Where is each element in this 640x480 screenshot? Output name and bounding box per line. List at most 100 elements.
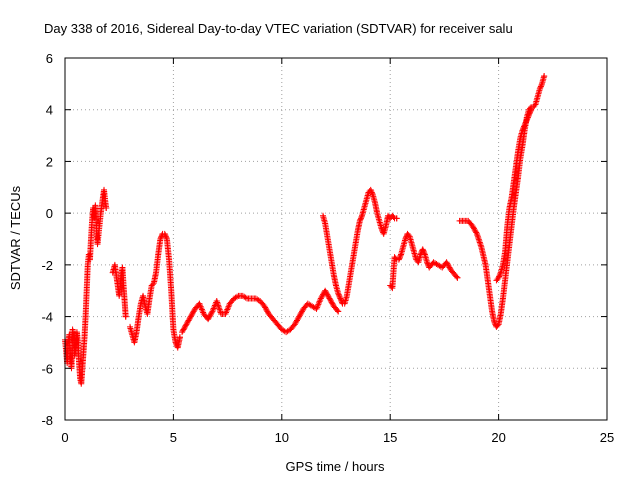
data-point bbox=[261, 303, 268, 310]
data-point bbox=[419, 246, 426, 253]
data-point bbox=[242, 294, 249, 301]
x-tick-label: 25 bbox=[600, 430, 614, 445]
data-point bbox=[323, 290, 330, 297]
x-axis-label: GPS time / hours bbox=[286, 459, 385, 474]
data-point bbox=[337, 295, 344, 302]
data-point bbox=[395, 256, 402, 263]
data-point bbox=[338, 298, 345, 305]
data-point bbox=[293, 317, 300, 324]
data-point bbox=[446, 264, 453, 271]
data-point bbox=[524, 115, 531, 122]
series-segment-3 bbox=[127, 230, 183, 351]
data-point bbox=[471, 226, 478, 233]
data-point bbox=[181, 325, 188, 332]
data-point bbox=[526, 110, 533, 117]
data-point bbox=[393, 215, 400, 222]
data-point bbox=[209, 308, 216, 315]
data-point bbox=[538, 82, 545, 89]
x-tick-label: 5 bbox=[170, 430, 177, 445]
data-point bbox=[536, 86, 543, 93]
data-point bbox=[356, 217, 363, 224]
data-point bbox=[314, 304, 321, 311]
data-point bbox=[225, 303, 232, 310]
data-point bbox=[103, 204, 110, 211]
data-point bbox=[335, 308, 342, 315]
data-point bbox=[208, 309, 215, 316]
data-point bbox=[537, 83, 544, 90]
data-point bbox=[497, 270, 504, 277]
data-point bbox=[223, 309, 230, 316]
data-point bbox=[179, 327, 186, 334]
data-point bbox=[181, 323, 188, 330]
data-point bbox=[445, 261, 452, 268]
data-point bbox=[207, 312, 214, 319]
data-point bbox=[357, 216, 364, 223]
data-point bbox=[315, 301, 322, 308]
data-point bbox=[453, 273, 460, 280]
data-point bbox=[367, 186, 374, 193]
grid-lines bbox=[65, 58, 607, 420]
data-point bbox=[180, 326, 187, 333]
data-point bbox=[183, 321, 190, 328]
data-point bbox=[224, 306, 231, 313]
data-point bbox=[541, 73, 548, 80]
data-point bbox=[521, 122, 528, 129]
data-point bbox=[368, 188, 375, 195]
data-point bbox=[317, 296, 324, 303]
data-point bbox=[263, 307, 270, 314]
data-point bbox=[496, 273, 503, 280]
data-point bbox=[336, 294, 343, 301]
x-tick-label: 15 bbox=[383, 430, 397, 445]
data-point bbox=[161, 230, 168, 237]
data-point bbox=[322, 289, 329, 296]
data-point bbox=[176, 334, 183, 341]
data-point bbox=[523, 117, 530, 124]
series-segment-6 bbox=[387, 230, 461, 292]
data-point bbox=[454, 274, 461, 281]
data-point bbox=[206, 313, 213, 320]
data-point bbox=[182, 322, 189, 329]
data-point bbox=[329, 300, 336, 307]
y-tick-label: -2 bbox=[41, 258, 53, 273]
data-point bbox=[163, 234, 170, 241]
data-point bbox=[294, 316, 301, 323]
data-point bbox=[296, 312, 303, 319]
data-point bbox=[292, 320, 299, 327]
data-point bbox=[224, 305, 231, 312]
data-point bbox=[157, 234, 164, 241]
data-point bbox=[197, 303, 204, 310]
data-point bbox=[157, 236, 164, 242]
data-point bbox=[262, 305, 269, 312]
data-point bbox=[390, 214, 397, 221]
data-point bbox=[313, 305, 320, 312]
data-point bbox=[317, 295, 324, 302]
series-segment-8 bbox=[493, 106, 535, 284]
data-point bbox=[335, 291, 342, 298]
data-point bbox=[495, 274, 502, 281]
y-tick-label: -8 bbox=[41, 413, 53, 428]
data-point bbox=[444, 260, 451, 267]
data-point bbox=[402, 236, 409, 242]
data-point bbox=[471, 225, 478, 232]
data-point bbox=[337, 296, 344, 303]
data-point bbox=[188, 312, 195, 319]
data-point bbox=[396, 255, 403, 262]
data-point bbox=[527, 108, 534, 115]
data-point bbox=[223, 308, 230, 315]
data-point bbox=[179, 329, 186, 336]
data-point bbox=[523, 118, 530, 125]
data-point bbox=[162, 233, 169, 240]
data-point bbox=[369, 190, 376, 197]
data-point bbox=[537, 84, 544, 91]
data-point bbox=[189, 309, 196, 316]
data-point bbox=[318, 294, 325, 301]
data-point bbox=[336, 292, 343, 299]
plot-frame bbox=[64, 57, 608, 421]
series-segment-5 bbox=[319, 186, 400, 307]
data-point bbox=[525, 111, 532, 118]
data-point bbox=[420, 248, 427, 255]
data-point bbox=[122, 313, 129, 320]
data-point bbox=[325, 292, 332, 299]
data-point bbox=[319, 292, 326, 299]
